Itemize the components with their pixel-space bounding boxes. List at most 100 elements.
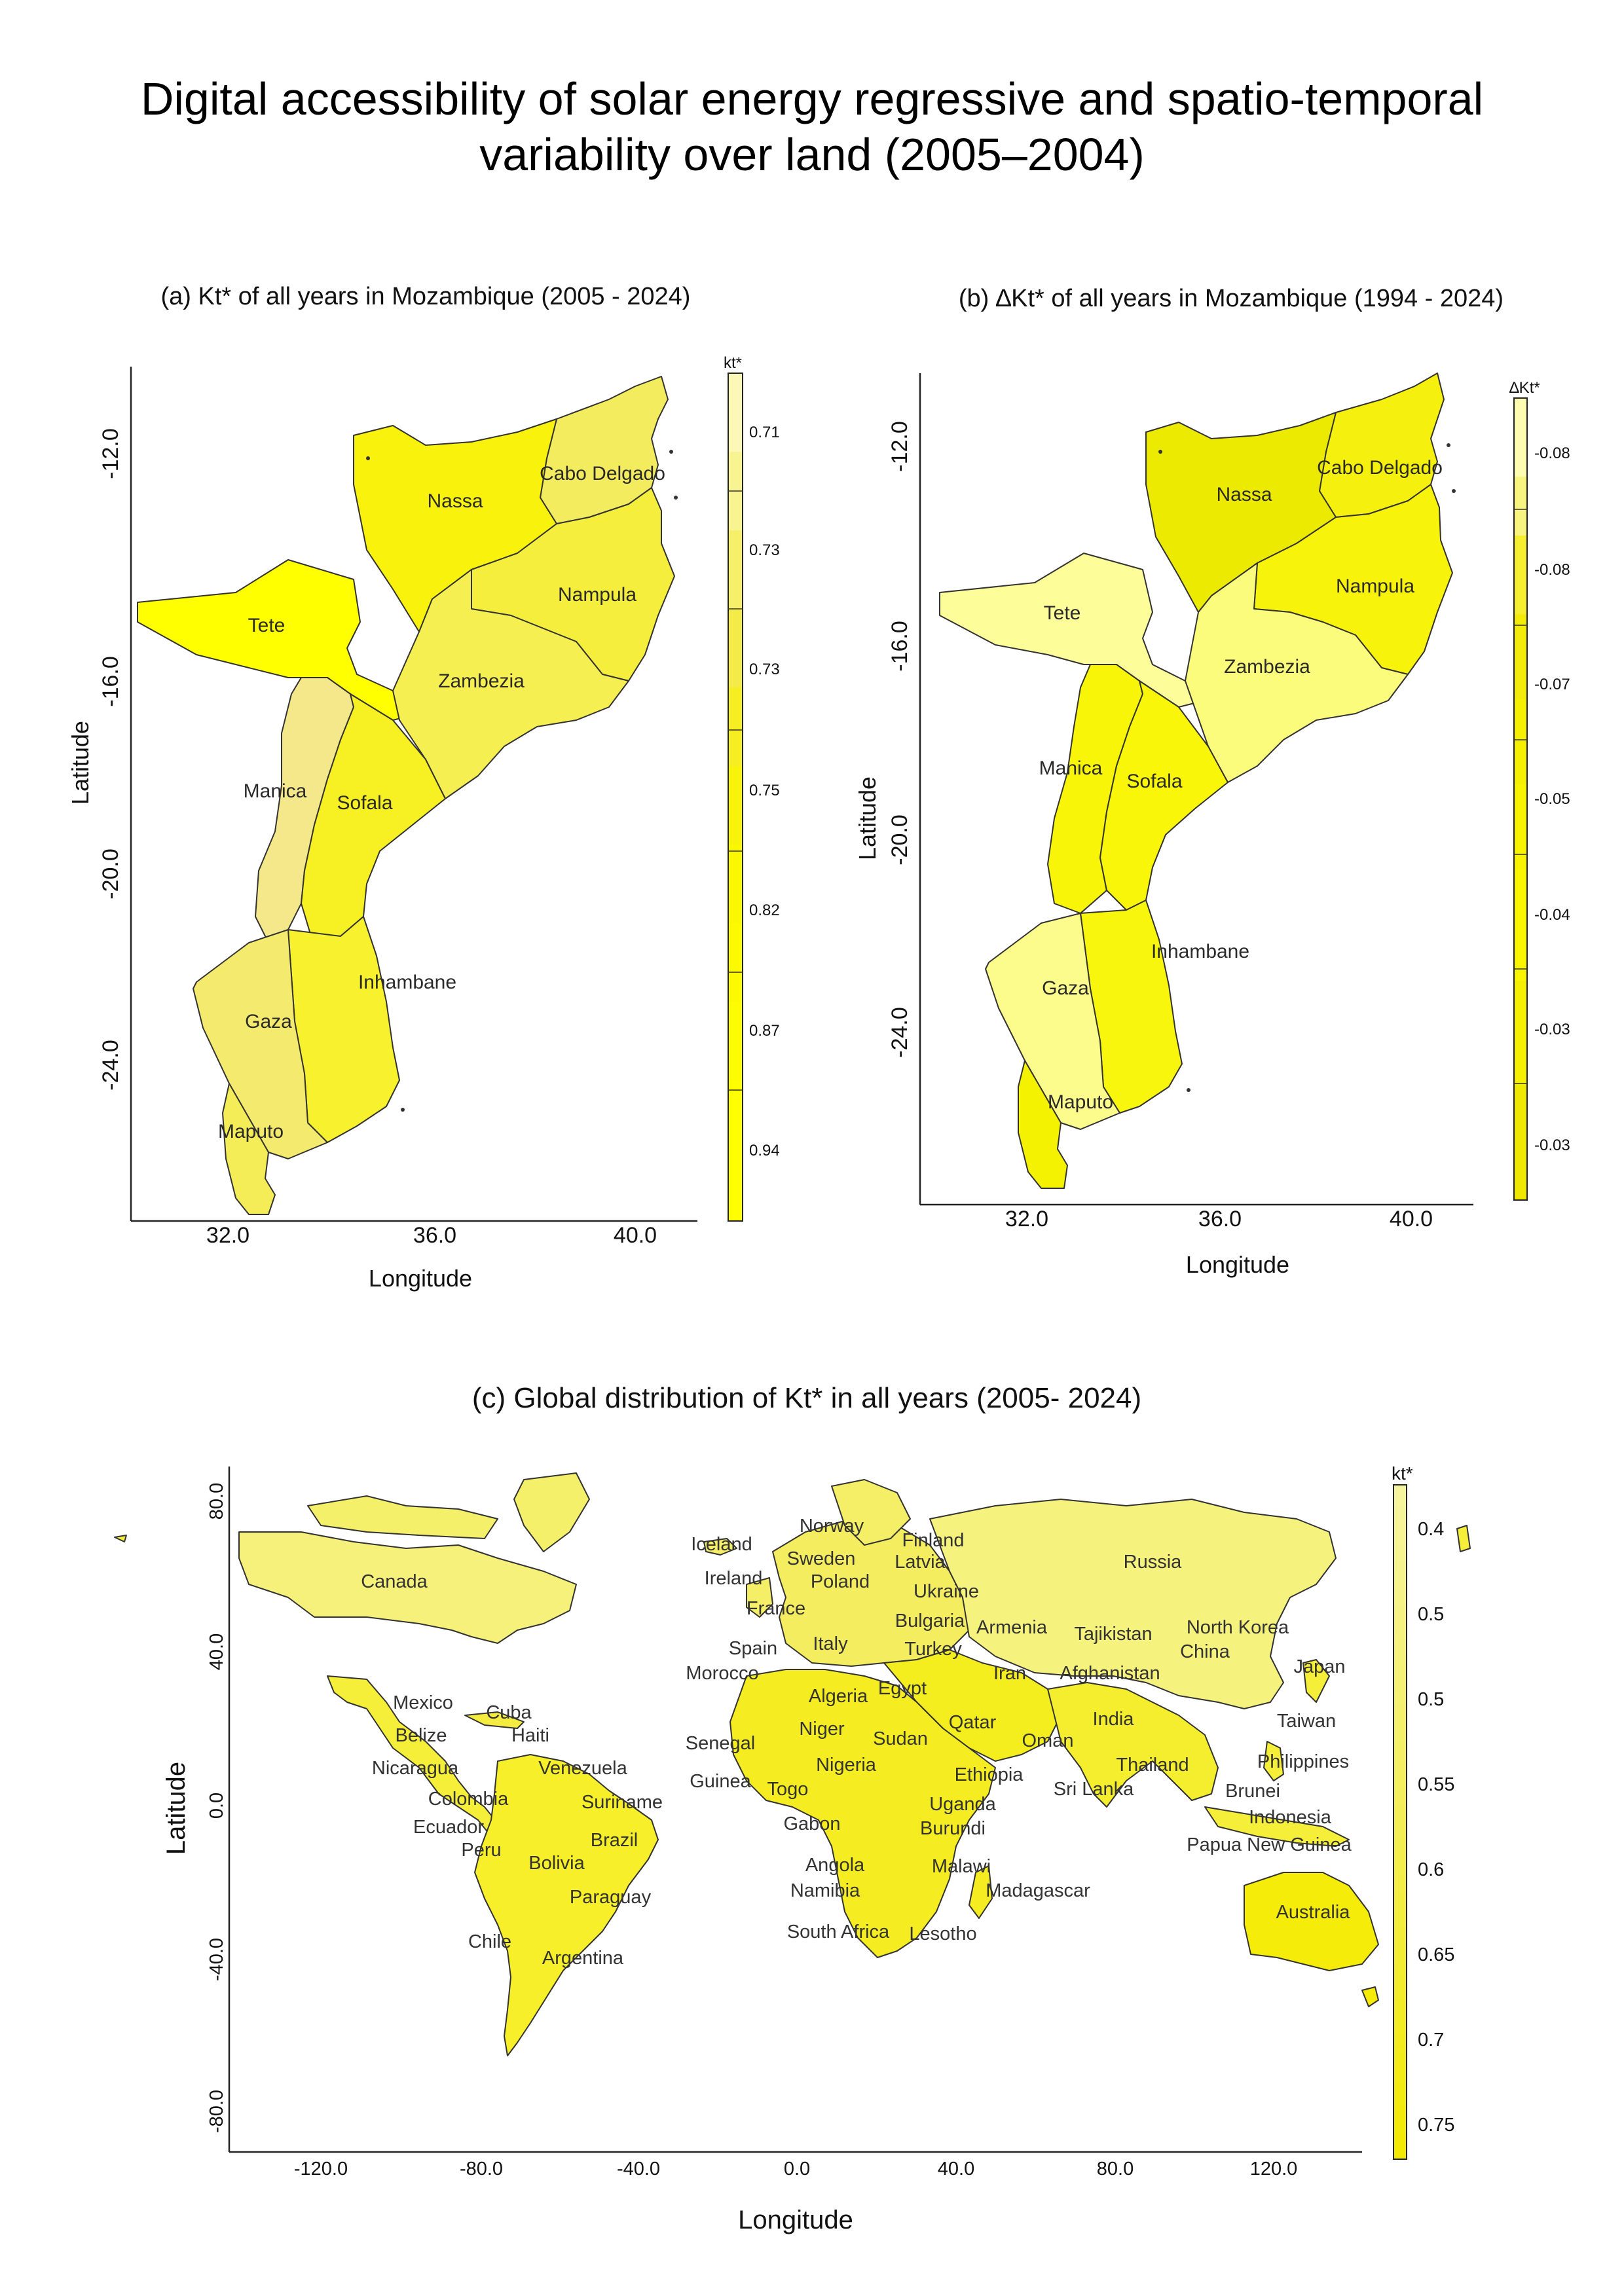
country-label: Italy: [813, 1633, 848, 1654]
panel-a-ytick: -24.0: [98, 1040, 123, 1091]
panel-c-xtick: 40.0: [938, 2159, 974, 2179]
panel-c-xtick: -120.0: [294, 2159, 348, 2179]
panel-a-legend-title: kt*: [724, 354, 742, 372]
region-label-inhambane: Inhambane: [1151, 941, 1249, 962]
map-new-zealand[interactable]: [1361, 1986, 1379, 2007]
country-label: Gabon: [783, 1813, 840, 1834]
country-label: Malawi: [932, 1856, 991, 1877]
country-label: Iran: [993, 1663, 1026, 1684]
country-label: Nicaragua: [372, 1758, 459, 1779]
map-iceland[interactable]: [703, 1538, 737, 1556]
panel-b-xtick: 32.0: [1005, 1207, 1048, 1231]
country-label: Canada: [361, 1571, 428, 1592]
map-japan[interactable]: [1302, 1659, 1330, 1703]
panel-c-ytick: 80.0: [206, 1483, 227, 1520]
region-label-nassa: Nassa: [427, 490, 483, 512]
panel-a-ytick: -20.0: [98, 848, 123, 900]
map-canada[interactable]: [238, 1531, 577, 1644]
panel-a-legend-label: 0.73: [749, 541, 780, 559]
map-stray-island[interactable]: [114, 1535, 127, 1542]
map-greenland[interactable]: [513, 1472, 590, 1552]
panel-b: (b) ∆Kt* of all years in Mozambique (199…: [854, 285, 1570, 1278]
panel-c-legend-label: 0.5: [1418, 1689, 1444, 1710]
country-label: France: [747, 1598, 805, 1619]
country-label: Burundi: [920, 1818, 986, 1839]
panel-a: (a) Kt* of all years in Mozambique (2005…: [67, 283, 780, 1292]
map-region-maputo[interactable]: [222, 1083, 276, 1215]
region-label-inhambane: Inhambane: [358, 972, 456, 993]
country-label: Australia: [1276, 1902, 1351, 1923]
map-africa[interactable]: [729, 1669, 996, 1958]
country-label: Norway: [800, 1516, 864, 1537]
panel-b-map: [939, 373, 1456, 1189]
region-label-nampula: Nampula: [1336, 575, 1414, 597]
panel-b-ytick: -20.0: [887, 814, 912, 866]
country-label: Japan: [1293, 1656, 1345, 1677]
panel-c-legend-label: 0.7: [1418, 2030, 1444, 2050]
map-scandinavia[interactable]: [831, 1479, 911, 1546]
map-arctic-islands[interactable]: [307, 1495, 498, 1539]
panel-a-xtick: 32.0: [206, 1223, 249, 1248]
region-label-tete: Tete: [1044, 602, 1081, 624]
country-label: Senegal: [686, 1733, 755, 1754]
panel-b-legend-label: -0.08: [1534, 445, 1570, 462]
map-philippines[interactable]: [1263, 1741, 1284, 1781]
panel-b-legend-label: -0.03: [1534, 1137, 1570, 1154]
panel-b-xtick: 36.0: [1198, 1207, 1242, 1231]
panel-c-ytick: -40.0: [206, 1938, 227, 1981]
map-region-tete[interactable]: [939, 553, 1206, 708]
country-label: Venezuela: [538, 1758, 627, 1779]
panel-a-xtick: 40.0: [614, 1223, 657, 1248]
figure-title-line1: Digital accessibility of solar energy re…: [141, 73, 1483, 124]
map-region-zambezia[interactable]: [1185, 562, 1409, 783]
map-russia-asia[interactable]: [929, 1499, 1337, 1709]
country-label: Egypt: [878, 1678, 927, 1699]
country-label: Paraguay: [570, 1887, 652, 1908]
country-label: Russia: [1124, 1552, 1183, 1573]
country-label: Finland: [902, 1530, 964, 1551]
country-label: Bolivia: [528, 1853, 585, 1874]
map-region-maputo[interactable]: [1018, 1060, 1068, 1189]
map-uk-ireland[interactable]: [746, 1577, 773, 1618]
panel-b-ylabel: Latitude: [854, 776, 881, 860]
region-label-zambezia: Zambezia: [1224, 656, 1310, 678]
panel-c-legend-label: 0.75: [1418, 2115, 1454, 2136]
country-label: Thailand: [1116, 1755, 1189, 1776]
country-label: Guinea: [690, 1771, 751, 1792]
map-stray-island[interactable]: [1456, 1525, 1471, 1552]
map-south-america[interactable]: [474, 1754, 659, 2056]
country-label: Belize: [396, 1725, 447, 1746]
panel-b-legend-label: -0.05: [1534, 790, 1570, 808]
map-region-gaza[interactable]: [985, 913, 1120, 1130]
panel-b-legend-label: -0.03: [1534, 1021, 1570, 1038]
country-label: Ireland: [705, 1568, 763, 1589]
region-label-manica: Manica: [244, 780, 307, 802]
map-cuba[interactable]: [464, 1711, 525, 1729]
country-label: Colombia: [428, 1789, 509, 1810]
panel-a-legend-label: 0.73: [749, 661, 780, 678]
map-indonesia[interactable]: [1204, 1806, 1350, 1847]
panel-a-ytick: -12.0: [98, 428, 123, 479]
country-label: Iceland: [691, 1534, 752, 1555]
panel-b-title: (b) ∆Kt* of all years in Mozambique (199…: [959, 285, 1504, 312]
country-label: Spain: [729, 1638, 777, 1659]
country-label: Qatar: [949, 1712, 997, 1733]
panel-c-xtick: -80.0: [460, 2159, 503, 2179]
panel-b-legend-title: ∆Kt*: [1509, 379, 1540, 397]
region-label-nassa: Nassa: [1216, 484, 1272, 505]
panel-b-ytick: -24.0: [887, 1007, 912, 1058]
country-label: Morocco: [686, 1663, 758, 1684]
map-madagascar[interactable]: [969, 1865, 993, 1919]
country-label: Madagascar: [986, 1880, 1090, 1901]
country-label: Lesotho: [909, 1923, 976, 1944]
map-india-se-asia[interactable]: [1047, 1682, 1219, 1808]
map-region-tete[interactable]: [137, 559, 420, 721]
panel-c-legend-label: 0.55: [1418, 1774, 1454, 1795]
map-australia[interactable]: [1244, 1872, 1379, 1971]
region-label-gaza: Gaza: [1042, 977, 1089, 999]
map-region-gaza[interactable]: [193, 929, 328, 1159]
panel-c-ylabel: Latitude: [162, 1762, 191, 1855]
panel-c-colorbar: kt* 0.4 0.5 0.5 0.55 0.6 0.65 0.7 0.75: [1392, 1463, 1454, 2160]
panel-c: (c) Global distribution of Kt* in all ye…: [114, 1382, 1471, 2234]
country-label: Argentina: [542, 1948, 624, 1969]
